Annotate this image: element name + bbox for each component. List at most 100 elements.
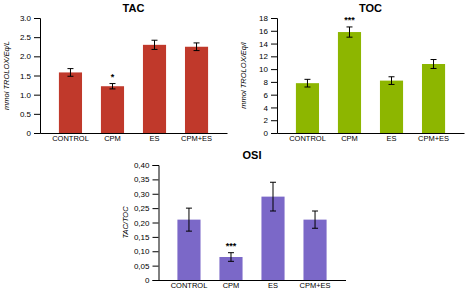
y-tick-label: 6 — [264, 91, 269, 100]
y-tick-mark — [271, 44, 277, 45]
x-tick: CPM+ES — [181, 134, 212, 143]
y-tick: 12 — [259, 52, 277, 61]
y-tick-mark — [153, 237, 159, 238]
y-tick-mark — [153, 280, 159, 281]
y-tick-mark — [271, 107, 277, 108]
y-tick-mark — [153, 223, 159, 224]
y-tick-mark — [34, 37, 40, 38]
chart-container: 00.51.01.52.02.53.0CONTROLCPMESCPM+ES*TA… — [0, 0, 474, 294]
x-tick-label: ES — [150, 134, 160, 143]
error-bar — [194, 43, 200, 51]
annotation: *** — [344, 15, 355, 25]
y-tick-label: 0,25 — [134, 204, 150, 213]
x-tick: CPM — [341, 134, 358, 143]
y-tick: 1.0 — [20, 91, 40, 100]
y-tick-mark — [153, 251, 159, 252]
x-tick-label: CPM — [223, 281, 240, 290]
y-tick-label: 0,10 — [134, 247, 150, 256]
y-tick: 2 — [264, 116, 277, 125]
y-tick-mark — [153, 179, 159, 180]
error-bar — [431, 60, 437, 69]
y-tick: 0 — [264, 129, 277, 138]
plot-area — [59, 40, 208, 133]
error-bar — [304, 79, 310, 87]
y-tick-label: 10 — [259, 65, 268, 74]
error-bar — [228, 253, 234, 262]
y-tick-mark — [34, 56, 40, 57]
y-tick-label: 14 — [259, 40, 268, 49]
y-axis-line — [271, 19, 278, 134]
y-tick-label: 16 — [259, 27, 268, 36]
y-tick-mark — [34, 114, 40, 115]
x-tick: CONTROL — [171, 281, 208, 290]
y-tick: 0,20 — [134, 219, 159, 228]
y-tick-label: 0,15 — [134, 233, 150, 242]
y-tick: 3.0 — [20, 14, 40, 23]
y-tick-mark — [271, 95, 277, 96]
y-tick-label: 0,30 — [134, 190, 150, 199]
x-tick: ES — [150, 134, 160, 143]
y-axis: 00,050,100,150,200,250,300,350,40 — [134, 161, 159, 285]
x-tick-label: ES — [387, 134, 397, 143]
x-tick: CONTROL — [52, 134, 89, 143]
y-tick-mark — [271, 56, 277, 57]
chart-title: TOC — [359, 2, 382, 14]
bar — [143, 45, 166, 133]
bar — [185, 47, 208, 133]
x-tick-label: CONTROL — [171, 281, 208, 290]
x-tick: ES — [268, 281, 278, 290]
x-tick: CPM — [104, 134, 121, 143]
y-tick-label: 0,35 — [134, 175, 150, 184]
y-tick-mark — [34, 18, 40, 19]
y-axis-line — [153, 166, 160, 281]
y-tick-label: 12 — [259, 52, 268, 61]
y-tick-mark — [34, 95, 40, 96]
panel: 00,050,100,150,200,250,300,350,40CONTROL… — [121, 149, 347, 290]
y-tick-label: 1.5 — [20, 72, 32, 81]
y-tick-mark — [271, 18, 277, 19]
y-tick: 0 — [27, 129, 40, 138]
y-tick: 6 — [264, 91, 277, 100]
y-tick-mark — [271, 31, 277, 32]
panel: 024681012141618CONTROLCPMESCPM+ES***TOCm… — [239, 2, 465, 143]
x-tick: CPM+ES — [418, 134, 449, 143]
y-tick: 16 — [259, 27, 277, 36]
y-tick-mark — [271, 82, 277, 83]
error-bar — [67, 69, 73, 77]
error-bar — [346, 27, 352, 37]
error-bar — [389, 77, 395, 85]
figure: 00.51.01.52.02.53.0CONTROLCPMESCPM+ES*TA… — [0, 0, 474, 294]
x-tick: ES — [387, 134, 397, 143]
annotation: *** — [226, 241, 237, 251]
y-axis: 00.51.01.52.02.53.0 — [20, 14, 41, 138]
bar — [422, 64, 445, 133]
y-tick: 0,10 — [134, 247, 159, 256]
y-tick-label: 0 — [145, 276, 150, 285]
y-tick: 0,15 — [134, 233, 159, 242]
y-tick-mark — [153, 194, 159, 195]
y-tick-label: 0.5 — [20, 110, 32, 119]
bar — [59, 72, 82, 133]
x-tick-label: CPM+ES — [418, 134, 449, 143]
x-tick: CPM+ES — [300, 281, 331, 290]
x-tick: CONTROL — [289, 134, 326, 143]
y-tick-label: 0,40 — [134, 161, 150, 170]
y-tick-label: 8 — [264, 78, 269, 87]
plot-area — [177, 182, 326, 280]
y-tick-label: 2 — [264, 116, 269, 125]
y-tick-mark — [271, 120, 277, 121]
chart-title: OSI — [243, 149, 262, 161]
y-axis-title: TAC/TOC — [121, 206, 130, 239]
bar — [380, 81, 403, 133]
y-tick-mark — [153, 165, 159, 166]
y-tick-label: 0,20 — [134, 219, 150, 228]
y-tick-label: 2.0 — [20, 52, 32, 61]
error-bar — [152, 40, 158, 49]
error-bar — [312, 211, 318, 228]
x-tick: CPM — [223, 281, 240, 290]
x-axis: CONTROL CPM ES CPM+ES — [159, 281, 346, 291]
x-tick-label: ES — [268, 281, 278, 290]
y-tick-label: 0 — [264, 129, 269, 138]
y-tick-mark — [34, 133, 40, 134]
x-axis: CONTROL CPM ES CPM+ES — [278, 134, 465, 144]
